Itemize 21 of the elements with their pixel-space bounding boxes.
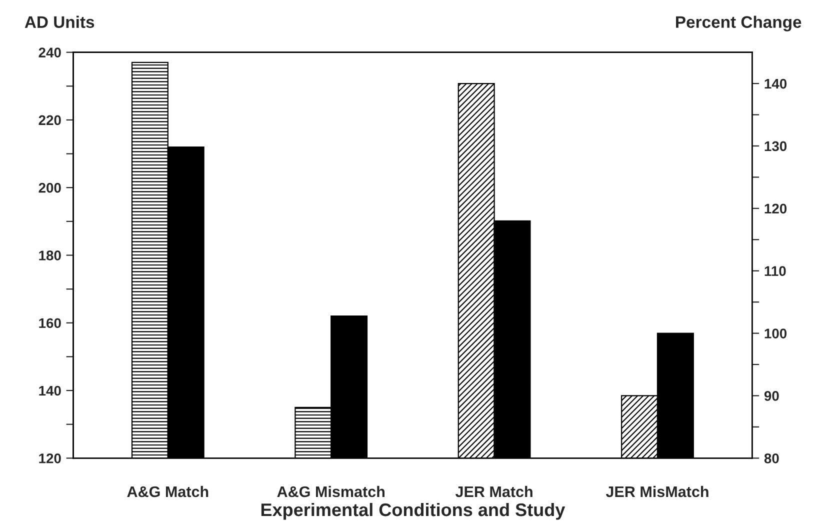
y-tick-label: 180 xyxy=(39,250,61,260)
x-axis-title: Experimental Conditions and Study xyxy=(261,502,566,520)
x-tick-label: A&G Mismatch xyxy=(277,486,384,498)
y2-tick-label: 130 xyxy=(764,141,787,152)
y2-tick-label: 140 xyxy=(764,78,787,89)
y2-tick-label: 120 xyxy=(764,204,787,214)
y-tick-label: 140 xyxy=(39,386,61,396)
y-tick-label: 200 xyxy=(38,182,61,193)
y2-tick-label: 90 xyxy=(764,391,779,401)
y2-tick-label: 110 xyxy=(764,266,786,276)
y-tick-label: 120 xyxy=(39,453,61,464)
y-tick-label: 220 xyxy=(38,115,61,126)
y2-axis-title: Percent Change xyxy=(676,16,802,32)
x-tick-label: JER Match xyxy=(455,486,532,498)
y-axis-title: AD Units xyxy=(24,16,94,28)
y-tick-label: 160 xyxy=(39,318,61,328)
x-tick-label: JER MisMatch xyxy=(606,486,708,498)
y2-tick-label: 100 xyxy=(764,328,787,338)
x-tick-label: A&G Match xyxy=(127,486,208,498)
y2-tick-label: 80 xyxy=(764,453,779,464)
y-tick-label: 240 xyxy=(38,48,61,58)
